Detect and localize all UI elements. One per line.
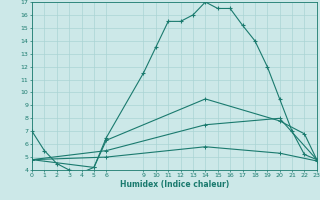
X-axis label: Humidex (Indice chaleur): Humidex (Indice chaleur) bbox=[120, 180, 229, 189]
